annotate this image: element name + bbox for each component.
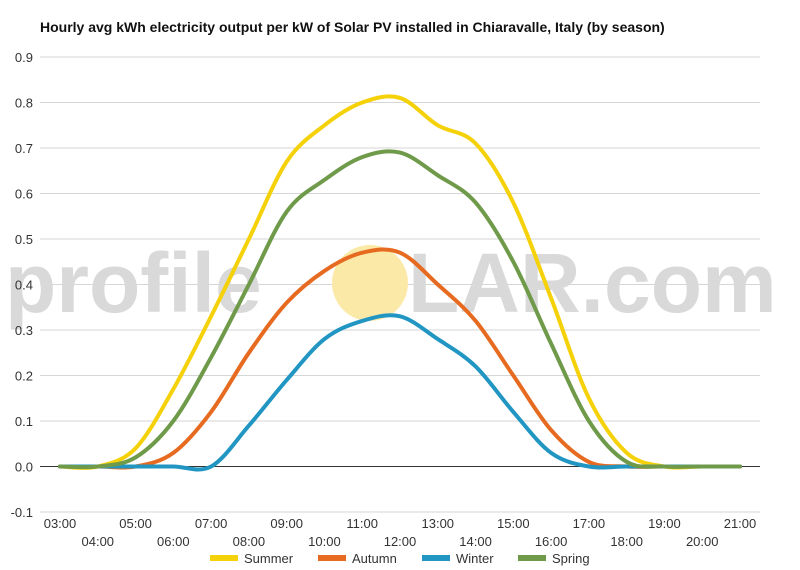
y-tick-label: 0.7 <box>15 141 33 156</box>
x-tick-label: 07:00 <box>195 516 228 531</box>
legend-swatch <box>210 555 238 561</box>
x-tick-label: 17:00 <box>573 516 606 531</box>
x-tick-label: 11:00 <box>346 516 378 531</box>
series-line-spring <box>58 149 742 470</box>
legend-swatch <box>518 555 546 561</box>
x-tick-label: 16:00 <box>535 534 568 549</box>
x-tick-label: 03:00 <box>44 516 77 531</box>
chart-title: Hourly avg kWh electricity output per kW… <box>40 19 665 35</box>
x-tick-label: 15:00 <box>497 516 530 531</box>
y-tick-label: 0.9 <box>15 50 33 65</box>
x-tick-label: 09:00 <box>270 516 303 531</box>
x-tick-label: 08:00 <box>233 534 266 549</box>
x-tick-label: 12:00 <box>384 534 417 549</box>
series-line-summer <box>58 94 742 470</box>
y-tick-label: 0.1 <box>15 414 33 429</box>
x-tick-label: 13:00 <box>422 516 455 531</box>
legend-label: Spring <box>552 551 590 566</box>
legend: Summer Autumn Winter Spring <box>210 551 590 566</box>
x-tick-label: 04:00 <box>82 534 115 549</box>
y-tick-label: 0.0 <box>15 460 33 475</box>
x-tick-label: 21:00 <box>724 516 757 531</box>
y-tick-label: 0.6 <box>15 187 33 202</box>
y-tick-label: 0.5 <box>15 232 33 247</box>
watermark-text-right: LAR.com <box>408 236 777 330</box>
x-tick-label: 18:00 <box>610 534 643 549</box>
y-tick-label: 0.2 <box>15 369 33 384</box>
legend-label: Summer <box>244 551 294 566</box>
x-axis-ticks: 03:00 04:00 05:00 06:00 07:00 08:00 09:00 10:00… <box>44 516 757 549</box>
x-tick-label: 19:00 <box>648 516 681 531</box>
y-tick-label: 0.8 <box>15 96 33 111</box>
x-tick-label: 10:00 <box>308 534 341 549</box>
x-tick-label: 14:00 <box>459 534 492 549</box>
series-line-winter <box>58 313 742 472</box>
y-tick-label: 0.3 <box>15 323 33 338</box>
legend-label: Winter <box>456 551 494 566</box>
watermark-text-left: profile <box>5 236 262 330</box>
legend-label: Autumn <box>352 551 397 566</box>
y-tick-label: -0.1 <box>11 505 33 520</box>
legend-swatch <box>422 555 450 561</box>
x-tick-label: 20:00 <box>686 534 719 549</box>
y-axis-ticks: -0.1 0.0 0.1 0.2 0.3 0.4 0.5 0.6 0.7 0.8 0.9 <box>11 50 33 520</box>
legend-swatch <box>318 555 346 561</box>
series-layer <box>58 94 742 472</box>
x-tick-label: 06:00 <box>157 534 190 549</box>
y-tick-label: 0.4 <box>15 278 33 293</box>
watermark-sun-icon <box>332 245 408 321</box>
x-tick-label: 05:00 <box>119 516 152 531</box>
